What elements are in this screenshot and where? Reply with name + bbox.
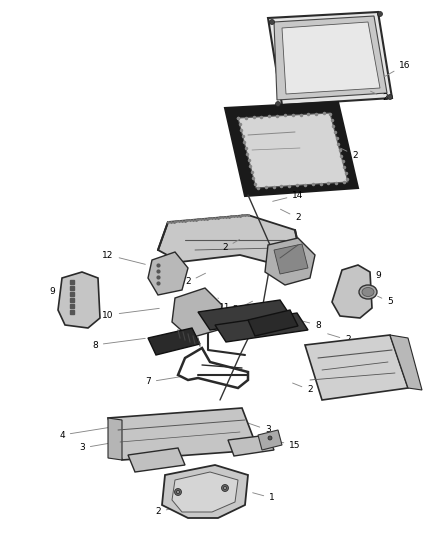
Polygon shape [305,335,408,400]
Text: 2: 2 [371,91,388,102]
Polygon shape [332,265,372,318]
Text: 2: 2 [328,334,351,344]
Text: 2: 2 [232,301,253,314]
Text: 6: 6 [391,363,411,373]
Polygon shape [158,215,302,268]
Polygon shape [172,472,238,512]
Polygon shape [274,16,387,100]
Polygon shape [225,102,358,196]
Text: 4: 4 [59,427,109,440]
Text: 16: 16 [385,61,411,77]
Ellipse shape [359,285,377,299]
Polygon shape [148,328,200,355]
Text: 10: 10 [102,309,159,319]
Polygon shape [58,272,100,328]
Text: 9: 9 [49,286,87,296]
Text: 12: 12 [102,251,145,264]
Polygon shape [228,435,274,456]
Ellipse shape [276,101,280,107]
Polygon shape [248,310,298,336]
Ellipse shape [222,484,229,491]
Text: 3: 3 [79,440,125,453]
Ellipse shape [223,487,226,489]
Polygon shape [274,244,308,274]
Polygon shape [265,238,315,285]
Text: 8: 8 [293,319,321,329]
Ellipse shape [174,489,181,496]
Text: 2: 2 [280,209,301,222]
Text: 14: 14 [273,190,304,201]
Polygon shape [108,408,258,460]
Text: 13: 13 [281,251,311,261]
Text: 7: 7 [145,376,182,386]
Text: 2: 2 [185,273,205,287]
Text: 3: 3 [247,423,271,434]
Polygon shape [258,430,282,450]
Text: 11: 11 [218,298,231,312]
Text: 15: 15 [273,440,301,449]
Polygon shape [390,335,422,390]
Text: 8: 8 [92,338,145,350]
Text: 1: 1 [253,492,275,503]
Text: 2: 2 [293,383,313,394]
Polygon shape [268,12,392,105]
Text: 2: 2 [222,239,240,253]
Text: 9: 9 [353,270,381,279]
Ellipse shape [388,94,392,100]
Ellipse shape [268,436,272,440]
Text: 2: 2 [155,506,182,516]
Polygon shape [162,465,248,518]
Ellipse shape [378,12,382,17]
Ellipse shape [362,287,374,296]
Ellipse shape [269,20,275,25]
Polygon shape [215,313,308,342]
Text: 2: 2 [340,148,358,159]
Polygon shape [282,22,380,94]
Polygon shape [172,288,222,338]
Polygon shape [128,448,185,472]
Polygon shape [148,252,188,295]
Polygon shape [198,300,292,330]
Text: 5: 5 [378,296,393,306]
Polygon shape [108,418,122,460]
Ellipse shape [177,490,180,494]
Polygon shape [238,113,348,188]
